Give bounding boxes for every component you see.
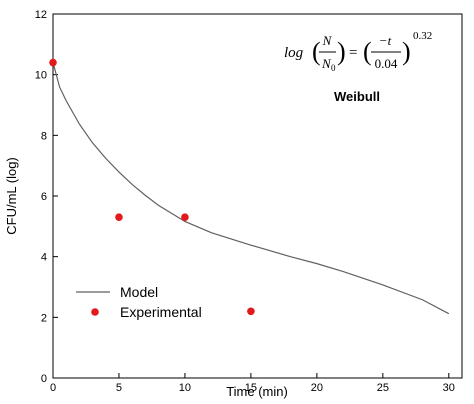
equation-annotation: log ( N N 0 ) = ( −t 0.04 ) 0.32	[284, 30, 432, 73]
eq-right-paren-2: )	[402, 37, 411, 66]
eq-left-paren: (	[312, 37, 321, 66]
x-axis-title: Time (min)	[226, 384, 288, 399]
legend-label-model: Model	[120, 284, 158, 300]
series-line-model	[52, 62, 450, 315]
eq-N0-base: N	[321, 56, 332, 71]
x-tick-label: 0	[50, 382, 56, 394]
eq-N0-sub: 0	[331, 63, 336, 73]
model-name-label: Weibull	[334, 89, 380, 104]
x-tick-label: 20	[311, 382, 323, 394]
legend-swatch-experimental	[91, 308, 99, 316]
experimental-point	[115, 213, 123, 222]
eq-right-paren: )	[337, 37, 346, 66]
experimental-point	[49, 58, 57, 67]
y-tick-label: 12	[35, 9, 47, 21]
plot-frame	[52, 13, 463, 379]
x-tick-label: 15	[245, 382, 257, 394]
y-tick-label: 10	[35, 70, 47, 82]
y-tick-label: 0	[41, 373, 47, 385]
y-axis-ticks: 0 2 4 6 8 10 12	[35, 9, 58, 385]
eq-log: log	[284, 45, 304, 61]
legend-label-experimental: Experimental	[120, 304, 202, 320]
eq-numerator: −t	[379, 33, 392, 48]
legend: Model Experimental	[76, 284, 202, 320]
x-tick-label: 5	[116, 382, 122, 394]
x-axis-ticks: 0 5 10 15 20 25 30	[50, 373, 455, 394]
y-tick-label: 6	[41, 191, 47, 203]
eq-denominator: 0.04	[375, 56, 398, 71]
experimental-point	[247, 307, 255, 316]
eq-equals: =	[349, 45, 357, 61]
y-tick-label: 4	[41, 252, 47, 264]
x-tick-label: 10	[179, 382, 191, 394]
y-tick-label: 8	[41, 130, 47, 142]
experimental-point	[181, 213, 189, 222]
eq-exponent: 0.32	[413, 30, 432, 42]
eq-left-paren-2: (	[363, 37, 372, 66]
series-points-experimental	[49, 58, 255, 316]
x-tick-label: 25	[377, 382, 389, 394]
x-tick-label: 30	[443, 382, 455, 394]
eq-N: N	[322, 33, 333, 48]
y-axis-title: CFU/mL (log)	[4, 157, 19, 235]
y-tick-label: 2	[41, 312, 47, 324]
